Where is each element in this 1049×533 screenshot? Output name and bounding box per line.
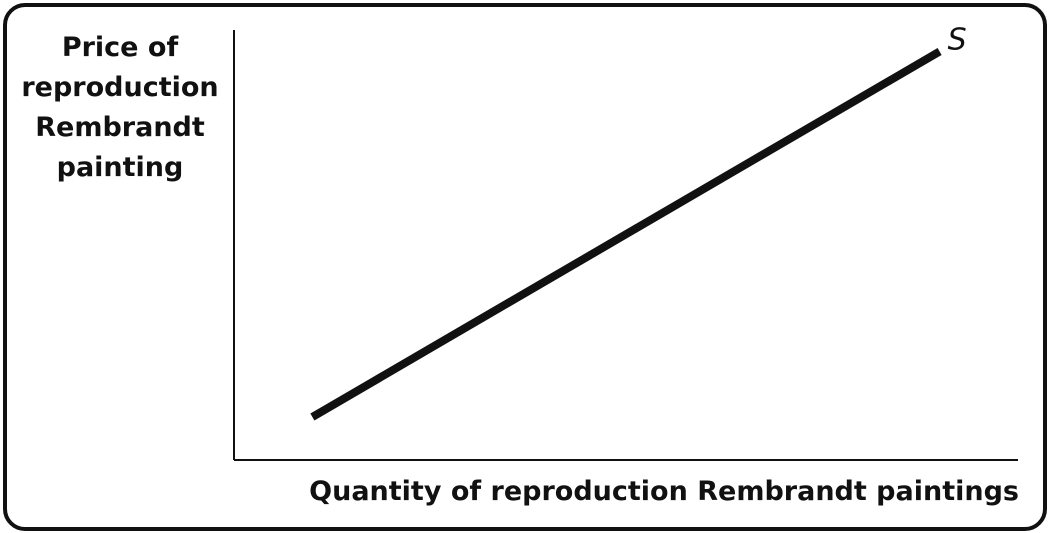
y-axis-label: Price of reproduction Rembrandt painting	[20, 28, 220, 188]
x-axis-label: Quantity of reproduction Rembrandt paint…	[309, 476, 1019, 507]
figure-frame	[3, 3, 1047, 531]
supply-curve-line	[310, 48, 942, 421]
y-axis-label-line-2: reproduction	[21, 72, 219, 103]
y-axis-label-line-4: painting	[56, 152, 184, 183]
supply-curve-label: S	[948, 23, 967, 58]
y-axis-label-line-3: Rembrandt	[35, 112, 205, 143]
y-axis-label-line-1: Price of	[61, 32, 179, 63]
